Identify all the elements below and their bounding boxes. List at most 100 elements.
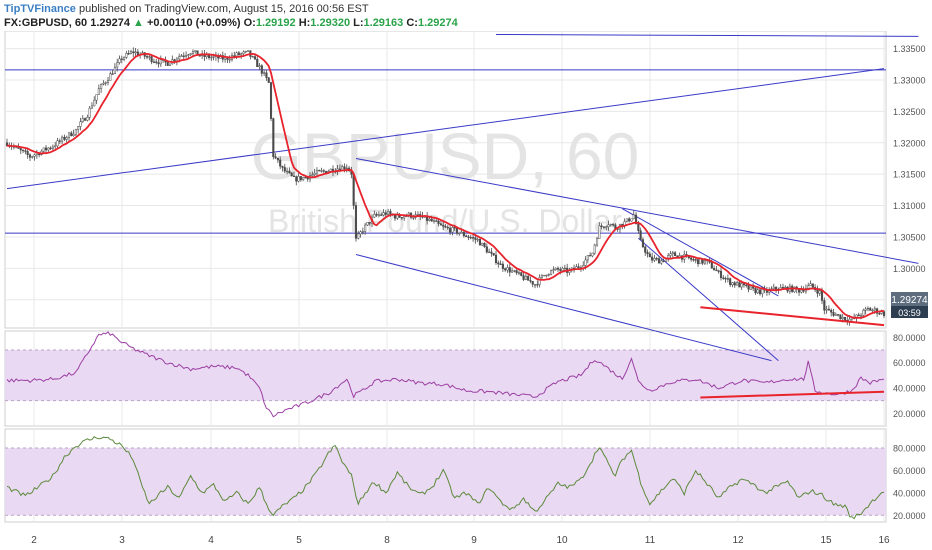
candle-body bbox=[646, 252, 649, 255]
open-label: O: bbox=[243, 17, 256, 29]
candle-body bbox=[380, 214, 383, 216]
symbol-label[interactable]: FX:GBPUSD, 60 bbox=[4, 17, 88, 29]
candle-body bbox=[189, 53, 192, 55]
symbol-quote-line: FX:GBPUSD, 60 1.29274 ▲ +0.00110 (+0.09%… bbox=[4, 17, 458, 29]
candle-body bbox=[315, 170, 318, 174]
candle-body bbox=[295, 176, 298, 182]
candle-body bbox=[825, 308, 828, 311]
candle-body bbox=[540, 275, 543, 278]
chart-canvas[interactable]: GBPUSD, 60 British Pound/U.S. Dollar 1.3… bbox=[0, 31, 932, 550]
candle-body bbox=[717, 270, 720, 272]
candle-body bbox=[657, 258, 661, 264]
candle-body bbox=[543, 274, 546, 277]
time-tick-label: 2 bbox=[31, 535, 37, 546]
candle-body bbox=[793, 286, 796, 293]
candle-body bbox=[240, 53, 243, 56]
candle-body bbox=[591, 252, 594, 257]
candle-body bbox=[832, 312, 835, 316]
candle-body bbox=[24, 150, 27, 152]
price-axis[interactable]: 1.33500 1.33000 1.32500 1.32000 1.31500 1.310… bbox=[893, 44, 926, 521]
up-arrow-icon: ▲ bbox=[133, 17, 144, 29]
time-axis[interactable]: 2 3 4 5 8 9 10 11 12 15 16 bbox=[31, 535, 890, 546]
candle-body bbox=[152, 61, 155, 63]
candle-body bbox=[612, 224, 615, 226]
rsi-tick-label: 80.0000 bbox=[893, 333, 926, 343]
candle-body bbox=[265, 72, 268, 78]
time-tick-label: 15 bbox=[820, 535, 832, 546]
candle-body bbox=[432, 220, 436, 222]
pane-frame-0 bbox=[4, 31, 887, 329]
candle-body bbox=[51, 146, 54, 149]
price-tick-label: 1.30500 bbox=[893, 232, 926, 242]
candle-body bbox=[102, 82, 105, 85]
candle-body bbox=[93, 99, 96, 107]
candle-body bbox=[47, 147, 50, 151]
candle-body bbox=[857, 314, 860, 317]
candle-body bbox=[116, 62, 119, 68]
candle-body bbox=[729, 278, 732, 285]
last-price: 1.29274 bbox=[90, 17, 130, 29]
candle-body bbox=[345, 167, 348, 170]
candle-body bbox=[79, 121, 82, 127]
candle-body bbox=[501, 263, 504, 269]
candle-body bbox=[859, 315, 863, 317]
candle-body bbox=[159, 59, 162, 65]
rsi-support-line[interactable] bbox=[700, 390, 885, 399]
candle-body bbox=[632, 214, 635, 220]
candle-body bbox=[471, 237, 475, 239]
candle-body bbox=[279, 159, 282, 167]
candle-body bbox=[655, 258, 658, 260]
publisher-name[interactable]: TipTVFinance bbox=[4, 3, 76, 15]
candle-body bbox=[556, 267, 560, 270]
candle-body bbox=[382, 212, 385, 216]
price-badge-value: 1.29274 bbox=[891, 295, 928, 306]
candle-body bbox=[584, 259, 587, 266]
candle-body bbox=[758, 289, 762, 295]
candle-body bbox=[453, 227, 456, 229]
candle-body bbox=[722, 277, 725, 279]
candle-body bbox=[86, 117, 89, 121]
candle-body bbox=[88, 107, 91, 118]
candle-body bbox=[100, 83, 103, 89]
candle-body bbox=[281, 165, 284, 168]
candle-body bbox=[800, 289, 803, 293]
candle-body bbox=[816, 289, 819, 294]
candle-body bbox=[125, 53, 128, 58]
candle-body bbox=[554, 267, 557, 270]
candle-body bbox=[506, 267, 509, 271]
price-support-line[interactable] bbox=[700, 306, 885, 327]
candle-body bbox=[609, 224, 612, 226]
countdown-badge-bg bbox=[891, 306, 928, 318]
candle-body bbox=[95, 94, 98, 101]
candle-body bbox=[841, 316, 844, 320]
candle-body bbox=[292, 175, 296, 177]
candle-body bbox=[740, 283, 743, 288]
candle-body bbox=[474, 237, 477, 240]
time-tick-label: 12 bbox=[732, 535, 744, 546]
close-value: 1.29274 bbox=[417, 17, 458, 29]
candle-body bbox=[483, 242, 486, 247]
candle-body bbox=[109, 73, 112, 81]
candle-body bbox=[322, 170, 325, 172]
candle-body bbox=[625, 218, 628, 222]
candle-body bbox=[522, 275, 525, 280]
candle-body bbox=[364, 224, 367, 232]
candle-body bbox=[651, 256, 654, 261]
candle-body bbox=[745, 284, 748, 286]
time-tick-label: 10 bbox=[556, 535, 568, 546]
candle-body bbox=[269, 82, 273, 119]
candle-body bbox=[481, 242, 484, 246]
candle-body bbox=[827, 308, 830, 311]
candle-body bbox=[352, 174, 355, 206]
candle-body bbox=[451, 227, 454, 233]
candle-body bbox=[435, 220, 438, 222]
candle-body bbox=[54, 145, 57, 148]
candle-body bbox=[607, 224, 610, 228]
candle-body bbox=[311, 174, 314, 176]
candle-body bbox=[132, 51, 135, 54]
candle-body bbox=[478, 239, 481, 246]
horizontal-levels[interactable] bbox=[5, 69, 886, 234]
candle-body bbox=[476, 239, 479, 241]
candle-body bbox=[63, 136, 66, 140]
trendline-0 bbox=[6, 68, 885, 190]
